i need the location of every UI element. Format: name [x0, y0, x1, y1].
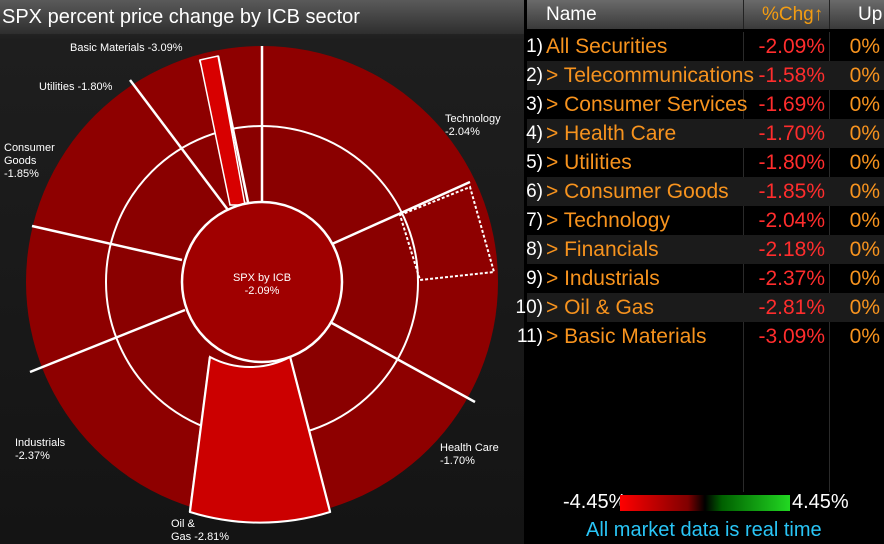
center-label-name: SPX by ICB: [232, 272, 292, 284]
row-chg: -2.81%: [758, 296, 825, 319]
row-chg: -1.58%: [758, 64, 825, 87]
column-header-chg[interactable]: %Chg↑: [762, 4, 824, 25]
header-separator: [743, 0, 744, 29]
row-up: 0%: [849, 93, 880, 116]
sector-table-rows: 1) All Securities -2.09% 0% 2) > Telecommunic…: [516, 32, 884, 351]
row-number: 10): [515, 297, 543, 318]
panel-title: SPX percent price change by ICB sector: [0, 0, 524, 34]
row-name: > Oil & Gas: [546, 296, 654, 319]
row-up: 0%: [849, 64, 880, 87]
table-row[interactable]: 6) > Consumer Goods -1.85% 0%: [526, 177, 884, 206]
row-name: > Industrials: [546, 267, 660, 290]
row-up: 0%: [849, 35, 880, 58]
header-separator: [829, 0, 830, 29]
row-number: 5): [526, 152, 543, 173]
row-chg: -1.70%: [758, 122, 825, 145]
label-technology-2: -2.04%: [445, 126, 480, 138]
row-up: 0%: [849, 267, 880, 290]
row-chg: -2.04%: [758, 209, 825, 232]
row-name: > Utilities: [546, 151, 632, 174]
row-name: > Financials: [546, 238, 659, 261]
table-row[interactable]: 5) > Utilities -1.80% 0%: [526, 148, 884, 177]
row-name: > Telecommunications: [546, 64, 754, 87]
row-up: 0%: [849, 296, 880, 319]
table-row[interactable]: 4) > Health Care -1.70% 0%: [526, 119, 884, 148]
row-number: 7): [526, 210, 543, 231]
legend-min-value: -4.45%: [563, 491, 627, 513]
label-utilities: Utilities -1.80%: [39, 81, 113, 93]
table-row[interactable]: 2) > Telecommunications -1.58% 0%: [526, 61, 884, 90]
row-number: 3): [526, 94, 543, 115]
row-name: > Consumer Goods: [546, 180, 729, 203]
row-up: 0%: [849, 122, 880, 145]
label-health-care-2: -1.70%: [440, 455, 475, 467]
table-row[interactable]: 9) > Industrials -2.37% 0%: [526, 264, 884, 293]
row-number: 2): [526, 65, 543, 86]
row-chg: -1.80%: [758, 151, 825, 174]
row-number: 11): [516, 326, 543, 347]
row-up: 0%: [849, 325, 880, 348]
table-row[interactable]: 10) > Oil & Gas -2.81% 0%: [516, 293, 884, 322]
row-number: 9): [526, 268, 543, 289]
row-up: 0%: [849, 151, 880, 174]
table-row[interactable]: 7) > Technology -2.04% 0%: [526, 206, 884, 235]
row-number: 4): [526, 123, 543, 144]
color-scale-bar: [620, 495, 790, 511]
segment-oil-gas[interactable]: [188, 355, 332, 524]
table-row[interactable]: 11) > Basic Materials -3.09% 0%: [517, 322, 884, 351]
table-header: Name %Chg↑ Up: [527, 0, 884, 29]
segment-technology-highlight[interactable]: [398, 185, 496, 282]
sunburst-chart[interactable]: [0, 34, 524, 544]
realtime-notice: All market data is real time: [586, 519, 822, 541]
table-row[interactable]: 8) > Financials -2.18% 0%: [526, 235, 884, 264]
label-industrials-2: -2.37%: [15, 450, 50, 462]
row-number: 8): [526, 239, 543, 260]
row-chg: -1.69%: [758, 93, 825, 116]
row-chg: -2.37%: [758, 267, 825, 290]
label-basic-materials: Basic Materials -3.09%: [70, 42, 183, 54]
row-chg: -2.09%: [758, 35, 825, 58]
label-technology-1: Technology: [445, 113, 501, 125]
sector-table-panel: Name %Chg↑ Up 1) All Securities -2.09% 0% 2)…: [516, 0, 884, 544]
label-consumer-goods-3: -1.85%: [4, 168, 39, 180]
table-row[interactable]: 3) > Consumer Services -1.69% 0%: [526, 90, 884, 119]
row-chg: -1.85%: [758, 180, 825, 203]
label-oil-gas-2: Gas -2.81%: [171, 531, 230, 543]
legend-max-value: 4.45%: [792, 491, 849, 513]
center-label-value: -2.09%: [244, 285, 280, 297]
label-consumer-goods-1: Consumer: [4, 142, 55, 154]
row-up: 0%: [849, 238, 880, 261]
label-industrials-1: Industrials: [15, 437, 66, 449]
row-chg: -3.09%: [758, 325, 825, 348]
row-name: > Consumer Services: [546, 93, 748, 116]
row-name: All Securities: [546, 35, 668, 58]
column-header-up[interactable]: Up: [858, 4, 883, 25]
sunburst-panel: SPX percent price change by ICB sector S…: [0, 0, 524, 544]
label-consumer-goods-2: Goods: [4, 155, 37, 167]
row-number: 6): [526, 181, 543, 202]
row-name: > Technology: [546, 209, 670, 232]
sunburst-center[interactable]: [180, 200, 344, 364]
column-header-name[interactable]: Name: [546, 4, 597, 25]
label-health-care-1: Health Care: [440, 442, 499, 454]
label-oil-gas-1: Oil &: [171, 518, 195, 530]
row-number: 1): [526, 36, 543, 57]
row-chg: -2.18%: [758, 238, 825, 261]
row-up: 0%: [849, 209, 880, 232]
row-name: > Health Care: [546, 122, 677, 145]
row-up: 0%: [849, 180, 880, 203]
row-name: > Basic Materials: [546, 325, 707, 348]
table-row[interactable]: 1) All Securities -2.09% 0%: [526, 32, 884, 61]
